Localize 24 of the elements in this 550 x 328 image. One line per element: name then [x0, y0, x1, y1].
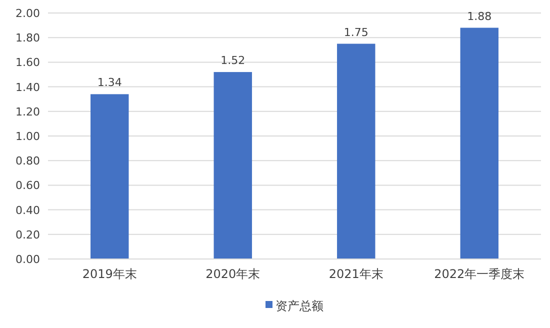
y-tick-label: 0.00: [16, 253, 40, 266]
y-tick-label: 1.20: [16, 105, 40, 118]
bar: [214, 72, 252, 259]
legend-label: 资产总额: [276, 299, 324, 313]
x-tick-label: 2022年一季度末: [434, 267, 525, 281]
y-tick-label: 1.00: [16, 130, 40, 143]
y-tick-label: 0.60: [16, 179, 40, 192]
x-tick-label: 2021年末: [328, 267, 384, 281]
y-tick-label: 1.40: [16, 80, 40, 94]
x-tick-label: 2019年末: [82, 267, 137, 281]
data-label: 1.75: [344, 26, 368, 39]
x-tick-label: 2020年末: [206, 267, 260, 281]
y-tick-label: 1.80: [16, 32, 40, 45]
y-tick-label: 0.20: [16, 228, 40, 242]
y-tick-label: 2.00: [16, 7, 40, 20]
data-label: 1.34: [97, 76, 122, 90]
bar: [90, 94, 129, 259]
bar: [460, 28, 498, 259]
y-tick-label: 1.60: [16, 56, 40, 70]
y-tick-label: 0.40: [16, 204, 40, 217]
data-label: 1.88: [467, 10, 492, 23]
data-label: 1.52: [220, 54, 246, 68]
y-tick-label: 0.80: [16, 154, 40, 168]
bar: [337, 44, 376, 259]
